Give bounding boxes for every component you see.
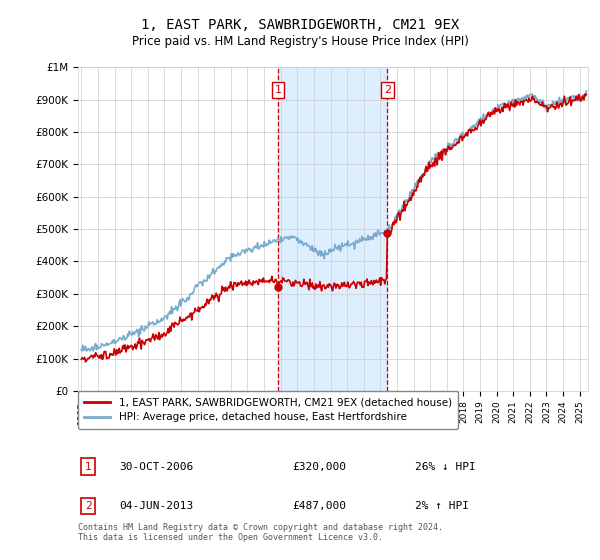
Text: 1, EAST PARK, SAWBRIDGEWORTH, CM21 9EX: 1, EAST PARK, SAWBRIDGEWORTH, CM21 9EX <box>141 18 459 32</box>
Text: 1: 1 <box>85 461 92 472</box>
Text: 26% ↓ HPI: 26% ↓ HPI <box>415 461 475 472</box>
Text: 2% ↑ HPI: 2% ↑ HPI <box>415 501 469 511</box>
Text: 04-JUN-2013: 04-JUN-2013 <box>119 501 193 511</box>
Text: £487,000: £487,000 <box>292 501 346 511</box>
Bar <box>278 67 388 391</box>
Text: £320,000: £320,000 <box>292 461 346 472</box>
Text: 2: 2 <box>384 85 391 95</box>
Text: Price paid vs. HM Land Registry's House Price Index (HPI): Price paid vs. HM Land Registry's House … <box>131 35 469 49</box>
Text: 30-OCT-2006: 30-OCT-2006 <box>119 461 193 472</box>
Legend: 1, EAST PARK, SAWBRIDGEWORTH, CM21 9EX (detached house), HPI: Average price, det: 1, EAST PARK, SAWBRIDGEWORTH, CM21 9EX (… <box>78 391 458 428</box>
Text: 1: 1 <box>274 85 281 95</box>
Text: 2: 2 <box>85 501 92 511</box>
Text: Contains HM Land Registry data © Crown copyright and database right 2024.
This d: Contains HM Land Registry data © Crown c… <box>78 523 443 543</box>
